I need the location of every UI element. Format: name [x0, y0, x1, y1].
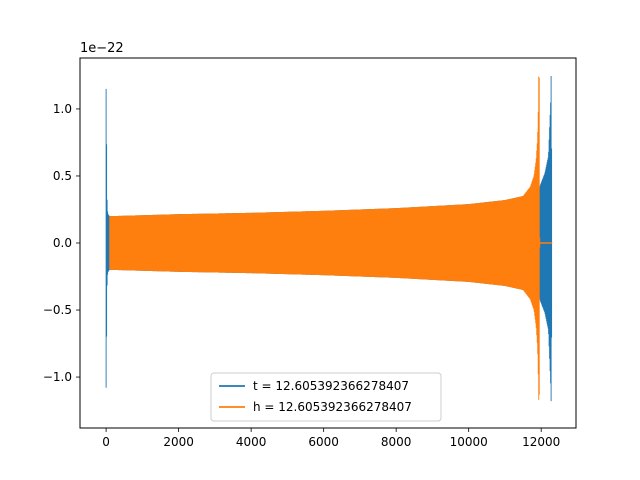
- y-offset-label: 1e−22: [80, 41, 124, 56]
- legend-box: [210, 372, 442, 422]
- x-tick-label: 0: [102, 435, 110, 449]
- y-tick-label: 0.5: [53, 169, 72, 183]
- y-tick-label: 1.0: [53, 102, 72, 116]
- legend-entry: h = 12.605392366278407: [253, 400, 412, 414]
- x-tick-label: 4000: [236, 435, 267, 449]
- x-tick-label: 12000: [522, 435, 560, 449]
- series-2: [109, 76, 553, 400]
- legend-entry: t = 12.605392366278407: [253, 379, 409, 393]
- y-tick-label: −1.0: [43, 370, 72, 384]
- y-tick-label: 0.0: [53, 236, 72, 250]
- x-tick-label: 10000: [450, 435, 488, 449]
- x-tick-label: 8000: [381, 435, 412, 449]
- x-tick-label: 6000: [308, 435, 339, 449]
- y-tick-label: −0.5: [43, 303, 72, 317]
- x-tick-label: 2000: [163, 435, 194, 449]
